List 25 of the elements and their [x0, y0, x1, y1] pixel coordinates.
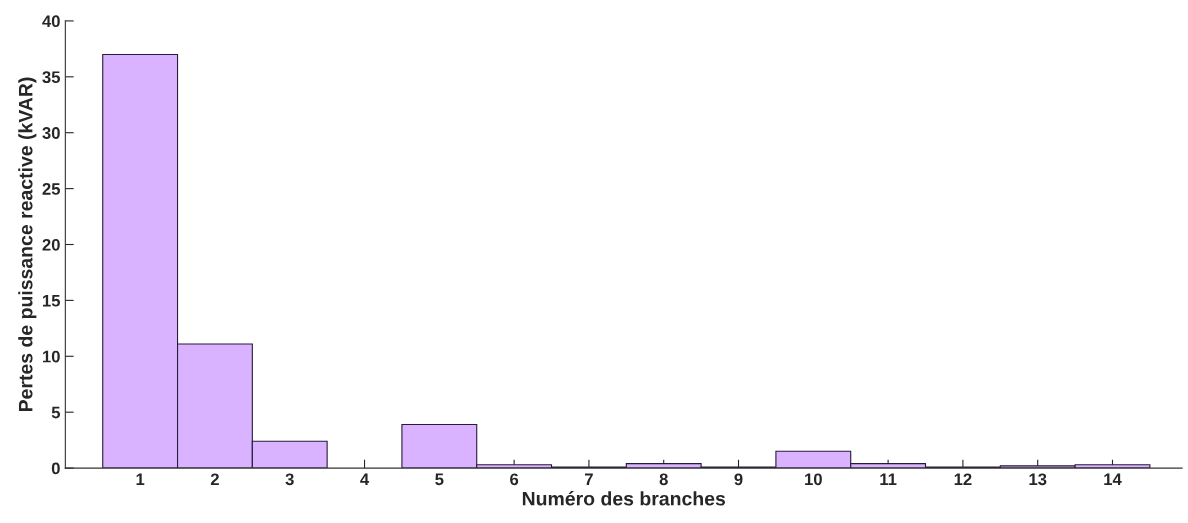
- y-tick-label: 5: [51, 406, 61, 419]
- y-tick-label: 35: [42, 71, 61, 84]
- x-tick-label: 5: [435, 473, 444, 486]
- x-tick-label: 6: [510, 473, 519, 486]
- y-tick-label: 20: [42, 238, 60, 251]
- x-tick-label: 2: [210, 473, 219, 486]
- x-tick-label: 12: [954, 473, 972, 486]
- x-tick-label: 13: [1029, 473, 1047, 486]
- x-tick-label: 7: [585, 473, 593, 486]
- x-tick-label: 3: [285, 473, 294, 486]
- x-tick-label: 9: [734, 473, 743, 486]
- x-tick-label: 10: [805, 473, 822, 486]
- y-axis-title: Pertes de puissance reactive (kVAR): [18, 77, 37, 412]
- y-tick-label: 25: [42, 183, 61, 195]
- x-axis-title: Numéro des branches: [522, 491, 726, 506]
- x-tick-label: 14: [1104, 473, 1122, 486]
- y-tick-label: 10: [42, 350, 60, 363]
- y-tick-label: 15: [42, 294, 61, 307]
- x-tick-label: 4: [360, 473, 370, 486]
- x-tick-label: 8: [659, 473, 668, 486]
- y-tick-label: 0: [51, 462, 60, 475]
- y-tick-label: 30: [42, 127, 60, 139]
- x-tick-label: 1: [136, 473, 145, 486]
- x-tick-label: 11: [880, 473, 897, 486]
- y-tick-label: 40: [42, 15, 60, 28]
